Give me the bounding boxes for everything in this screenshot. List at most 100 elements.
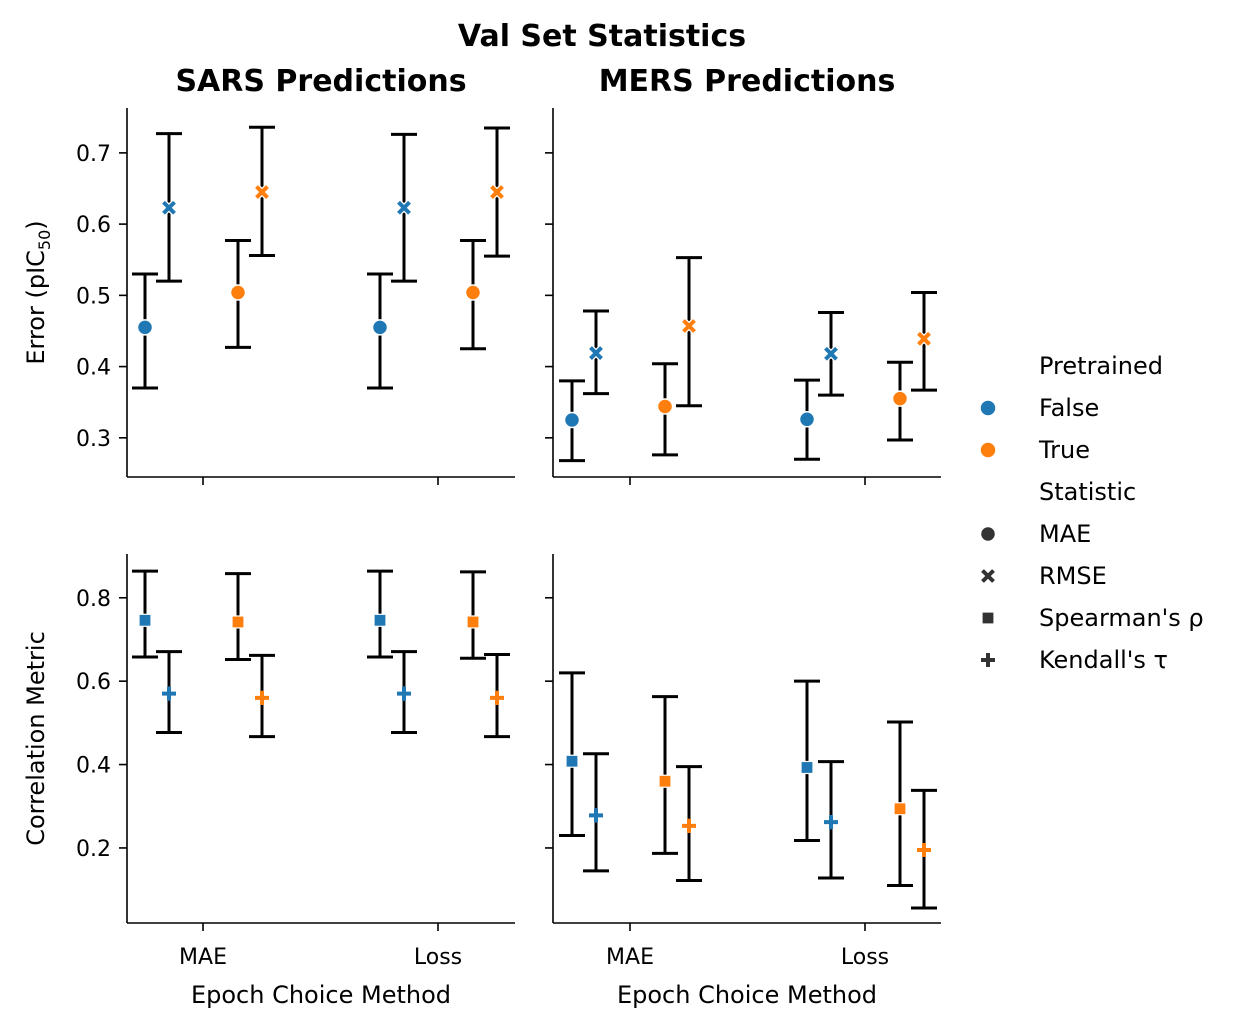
marker: [397, 686, 411, 701]
y-tick-label: 0.6: [76, 213, 111, 238]
legend-label: True: [1038, 436, 1090, 464]
marker: [656, 398, 674, 415]
x-tick-label: MAE: [606, 945, 654, 970]
data-point: [818, 310, 844, 397]
marker: [798, 411, 816, 428]
data-point: [367, 272, 393, 390]
y-tick-label: 0.4: [76, 356, 111, 381]
legend-title-statistic: Statistic: [1039, 478, 1136, 506]
data-point: [911, 291, 937, 392]
marker: [917, 843, 931, 858]
marker: [254, 184, 270, 200]
data-point: [460, 238, 486, 351]
legend-label: RMSE: [1039, 562, 1107, 590]
legend-item: True: [979, 436, 1090, 464]
legend-label: False: [1039, 394, 1099, 422]
y-axis-label: Error (pIC50): [22, 220, 54, 364]
data-point: [132, 569, 158, 659]
x-tick-label: Loss: [841, 945, 889, 970]
legend-label: Spearman's ρ: [1039, 604, 1204, 632]
y-tick-label: 0.4: [76, 754, 111, 779]
y-tick-label: 0.2: [76, 837, 111, 862]
marker: [229, 284, 247, 301]
legend-marker: [981, 611, 995, 625]
marker: [800, 760, 814, 775]
panel: MERS Predictions: [545, 64, 941, 485]
marker: [396, 199, 412, 216]
data-point: [225, 238, 251, 349]
data-point: [911, 788, 937, 910]
error-bar: [794, 679, 820, 842]
x-tick-label: Loss: [414, 945, 462, 970]
y-tick-label: 0.6: [76, 670, 111, 695]
legend: Pretrained False True Statistic MAE RMSE Spear…: [979, 352, 1204, 674]
data-point: [391, 132, 417, 283]
data-point: [460, 570, 486, 660]
legend-item: RMSE: [980, 562, 1107, 590]
panel-title: SARS Predictions: [175, 64, 466, 99]
data-point: [156, 650, 182, 734]
data-point: [156, 132, 182, 283]
legend-marker: [979, 525, 997, 543]
marker: [136, 319, 154, 336]
legend-label: Kendall's τ: [1039, 646, 1168, 674]
marker: [891, 390, 909, 407]
chart-title: Val Set Statistics: [458, 19, 746, 54]
legend-item: False: [979, 394, 1099, 422]
panel: SARS Predictions 0.3 0.4 0.5 0.6 0.7 Error (pI…: [22, 64, 515, 485]
x-axis-label: Epoch Choice Method: [617, 981, 877, 1009]
legend-title-pretrained: Pretrained: [1039, 352, 1163, 380]
data-point: [887, 360, 913, 442]
data-point: [652, 695, 678, 855]
panel: 0.2 0.4 0.6 0.8 MAE Loss Epoch Choice Method Co…: [22, 554, 515, 1009]
data-point: [559, 671, 585, 837]
error-bar: [460, 570, 486, 660]
legend-marker: [979, 441, 997, 459]
legend-item: MAE: [979, 520, 1091, 548]
panel-title: MERS Predictions: [599, 64, 896, 99]
marker: [588, 345, 604, 361]
x-tick-label: MAE: [179, 945, 227, 970]
marker: [464, 284, 482, 301]
error-bar: [559, 671, 585, 837]
legend-label: MAE: [1039, 520, 1091, 548]
data-point: [559, 379, 585, 463]
legend-marker: [979, 399, 997, 417]
legend-marker: [980, 568, 996, 584]
marker: [823, 345, 839, 362]
data-point: [676, 765, 702, 882]
data-point: [367, 569, 393, 659]
marker: [161, 199, 177, 216]
data-point: [249, 653, 275, 739]
data-point: [887, 720, 913, 887]
data-point: [794, 679, 820, 842]
data-point: [132, 272, 158, 390]
marker: [255, 690, 269, 705]
data-point: [794, 378, 820, 461]
data-point: [818, 760, 844, 880]
marker: [489, 184, 505, 200]
data-point: [583, 309, 609, 396]
legend-item: Kendall's τ: [981, 646, 1168, 674]
panel: MAE Loss Epoch Choice Method: [545, 554, 941, 1009]
data-point: [583, 752, 609, 873]
panels: SARS Predictions 0.3 0.4 0.5 0.6 0.7 Error (pI…: [22, 64, 941, 1009]
marker: [490, 690, 504, 705]
marker: [658, 774, 672, 788]
y-tick-label: 0.8: [76, 587, 111, 612]
marker: [466, 615, 480, 629]
y-tick-label: 0.3: [76, 427, 111, 452]
marker: [371, 319, 389, 336]
data-point: [652, 362, 678, 457]
marker: [231, 615, 245, 629]
marker: [824, 815, 838, 830]
data-point: [225, 572, 251, 661]
marker: [893, 802, 907, 816]
marker: [138, 613, 152, 627]
marker: [565, 754, 579, 768]
marker: [589, 808, 603, 823]
marker: [682, 818, 696, 833]
marker: [162, 686, 176, 701]
data-point: [249, 125, 275, 257]
